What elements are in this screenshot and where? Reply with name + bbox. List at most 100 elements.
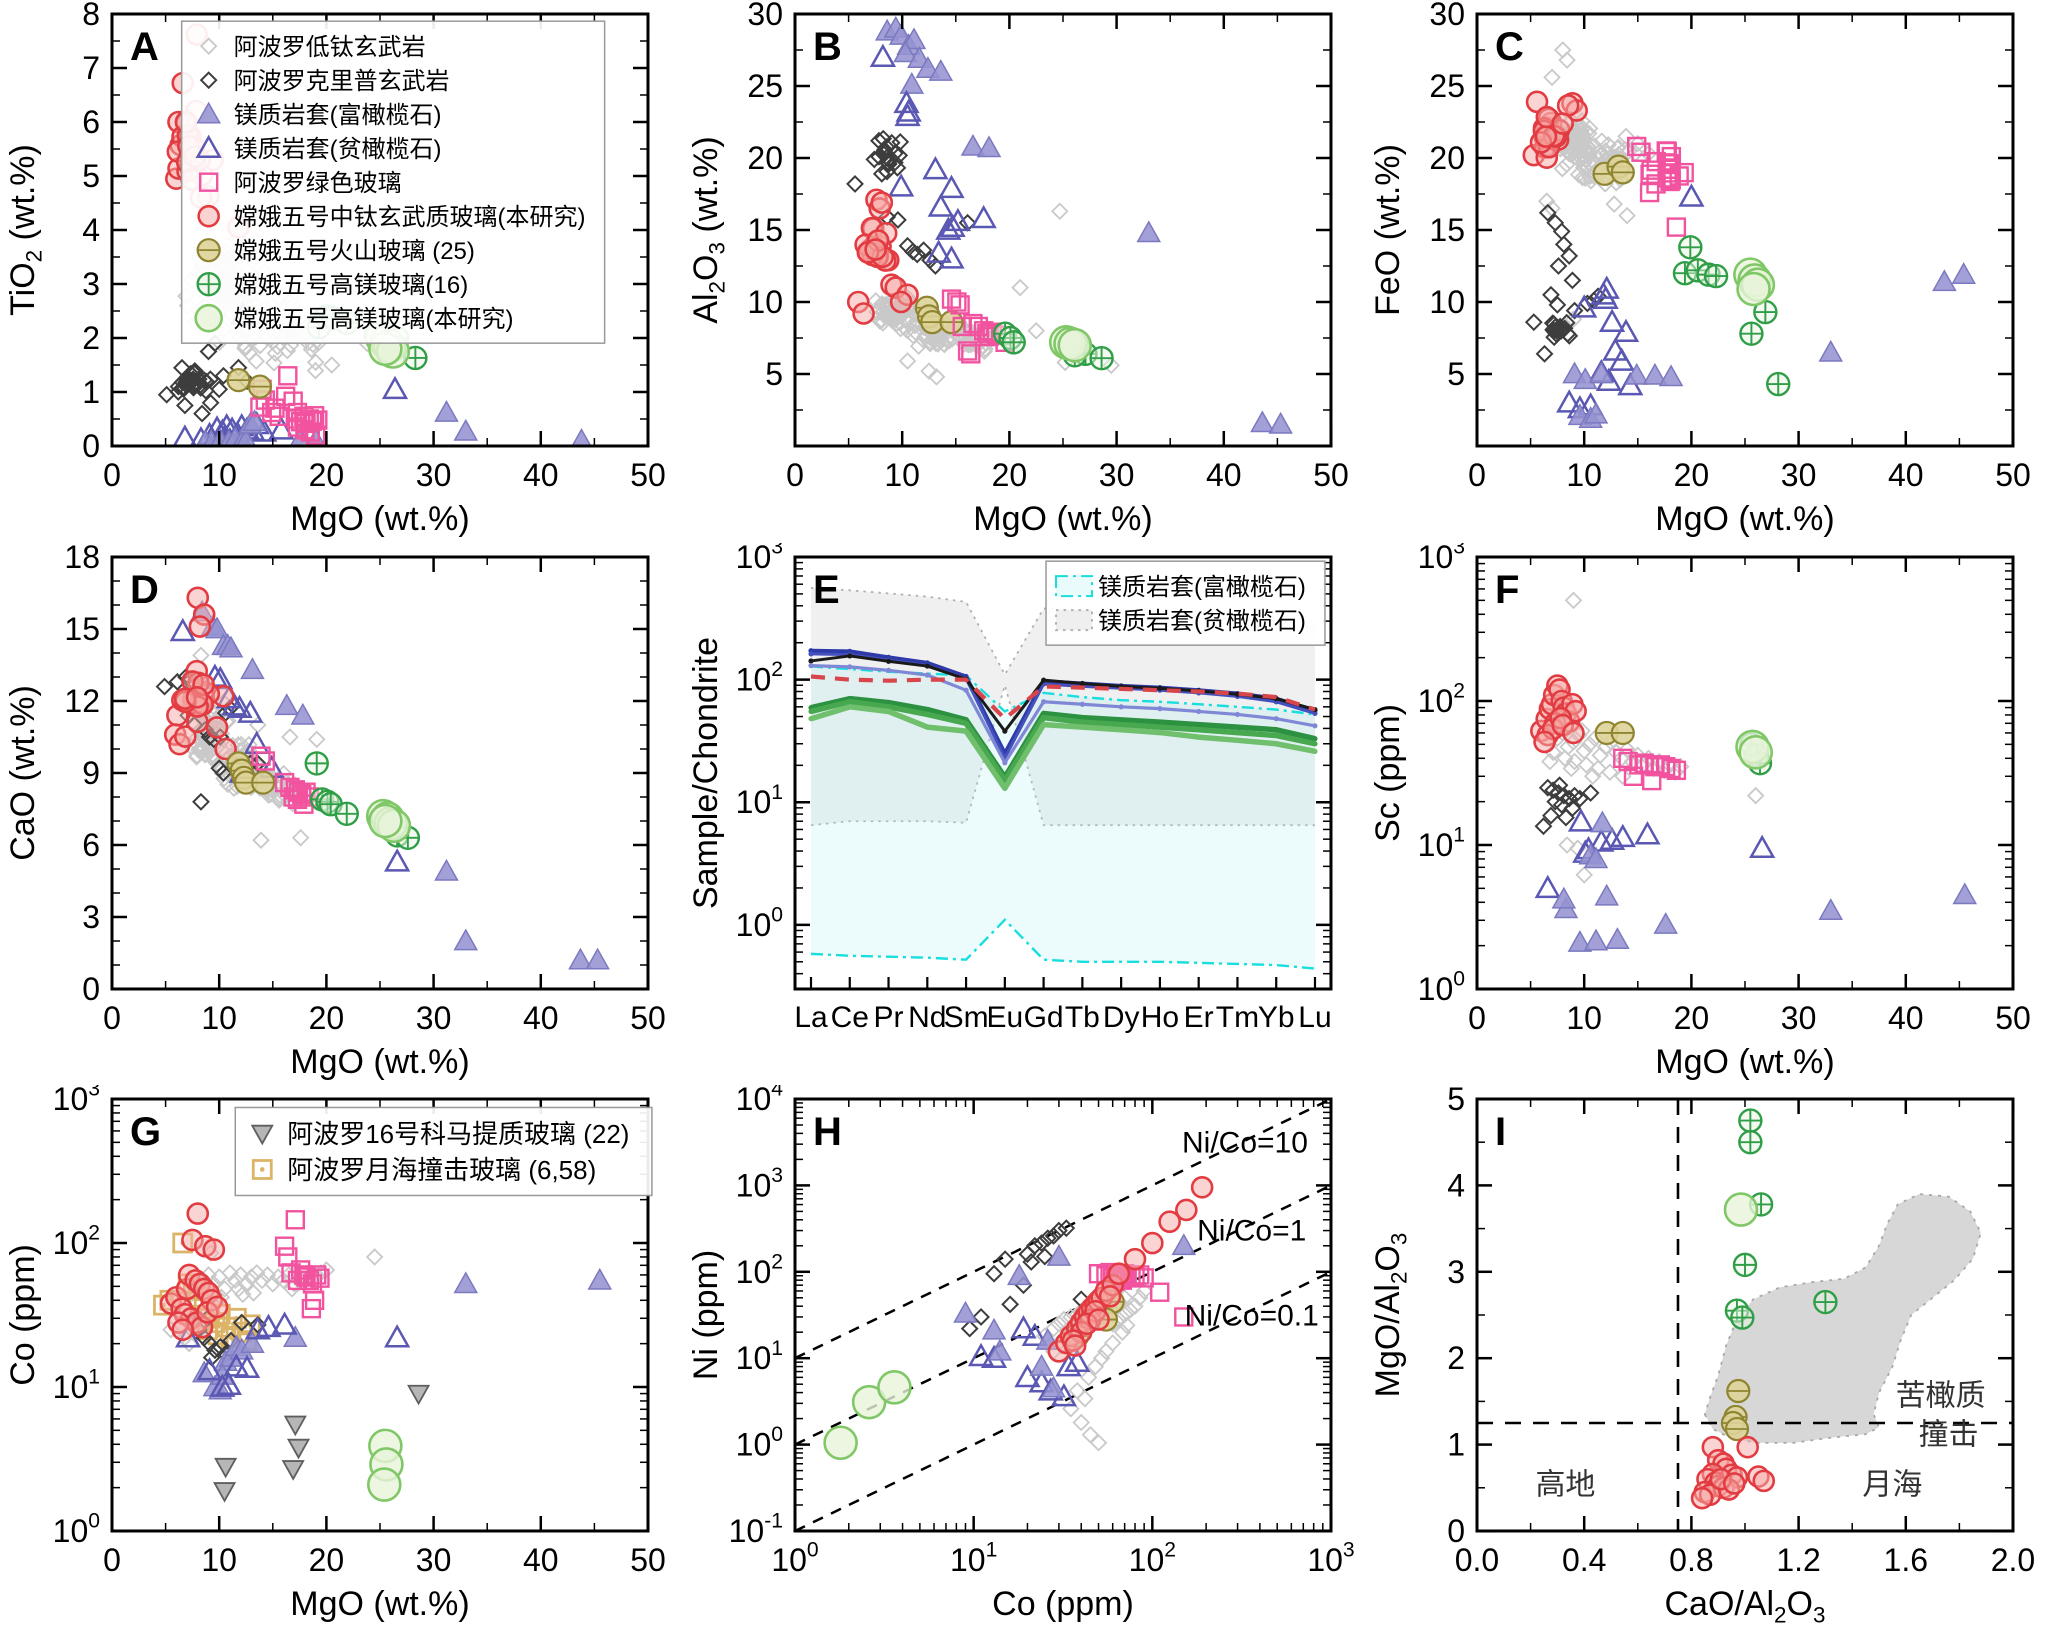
series-ce5-volcanic-glass <box>1594 720 1636 745</box>
y-axis-label: FeO (wt.%) <box>1369 144 1407 316</box>
x-tick-label: 30 <box>1098 457 1134 493</box>
x-tick-label: Dy <box>1102 1001 1139 1034</box>
x-tick-label: 10 <box>201 1000 237 1036</box>
series-ce5-high-mg-glass-lit <box>1673 235 1791 397</box>
panel-I: 0.0 0.4 0.8 1.2 1.6 2.0 0 1 2 3 4 5 CaO/Al2O3 MgO/Al2… <box>1365 1085 2047 1627</box>
y-tick-label: 10-1 <box>728 1510 782 1549</box>
panel-I-chart: 0.0 0.4 0.8 1.2 1.6 2.0 0 1 2 3 4 5 CaO/Al2O3 MgO/Al2… <box>1369 1085 2035 1627</box>
series-ce5-volcanic-glass <box>1721 1379 1751 1442</box>
series-ce5-volcanic-glass <box>226 750 276 795</box>
x-tick-label: 40 <box>1888 1000 1924 1036</box>
x-tick-label: 30 <box>416 1000 452 1036</box>
annotation: 撞击 <box>1919 1419 1979 1452</box>
annotation: 苦橄质 <box>1896 1380 1986 1413</box>
panel-D: 0 10 20 30 40 50 0 3 6 9 12 15 18 MgO (wt.%) CaO (wt.%… <box>0 543 682 1085</box>
x-tick-label: 40 <box>1888 457 1924 493</box>
x-tick-label: 40 <box>523 1000 559 1036</box>
annotation: 月海 <box>1863 1469 1923 1502</box>
series-apollo-kreep-basalt <box>845 129 977 275</box>
x-tick-label: 10 <box>884 457 920 493</box>
x-tick-label: 20 <box>1674 1000 1710 1036</box>
panel-H: 100 101 102 103 10-1 100 101 102 103 104 Co (ppm) N… <box>683 1085 1365 1627</box>
x-tick-label: 0 <box>1468 1000 1486 1036</box>
plot-area <box>155 586 610 970</box>
legend-label: 镁质岩套(贫橄榄石) <box>234 136 442 163</box>
series-ce5-high-mg-glass-this-study <box>365 798 412 843</box>
plot-area <box>1522 41 1977 428</box>
panel-F-chart: 0 10 20 30 40 50 100 101 102 103 MgO (wt.%) Sc (ppm… <box>1369 543 2031 1081</box>
x-tick-label: 100 <box>771 1539 818 1578</box>
series-ce5-volcanic-glass <box>914 295 964 335</box>
y-axis-label: Ni (ppm) <box>687 1250 725 1380</box>
y-axis-label: CaO (wt.%) <box>4 685 42 861</box>
series-ce5-high-mg-glass-this-study <box>366 1428 404 1503</box>
x-axis-label: MgO (wt.%) <box>290 500 469 538</box>
y-tick-label: 5 <box>1448 1085 1466 1117</box>
x-tick-label: 1.2 <box>1777 1542 1821 1578</box>
y-tick-label: 7 <box>82 50 100 86</box>
y-tick-label: 100 <box>735 903 782 942</box>
x-tick-label: Ce <box>830 1001 868 1034</box>
plot-area <box>153 1202 613 1504</box>
x-axis-label: MgO (wt.%) <box>290 1043 469 1081</box>
series-mg-suite-olivine-rich <box>1562 262 1977 428</box>
y-tick-label: 30 <box>1430 0 1466 32</box>
series-apollo-green-glass <box>1613 748 1687 790</box>
y-tick-label: 104 <box>735 1085 783 1117</box>
panel-C-chart: 0 10 20 30 40 50 5 10 15 20 25 30 MgO (wt.%) FeO (wt.… <box>1369 0 2031 538</box>
y-tick-label: 18 <box>64 543 100 575</box>
x-tick-label: Ho <box>1140 1001 1178 1034</box>
series-ce5-mid-ti-basaltic-glass <box>846 188 919 325</box>
y-tick-label: 101 <box>1418 823 1465 862</box>
legend-label: 嫦娥五号高镁玻璃(16) <box>234 272 469 299</box>
series-mg-suite-olivine-poor <box>967 1315 1091 1407</box>
x-tick-label: 101 <box>950 1539 997 1578</box>
y-tick-label: 25 <box>1430 68 1466 104</box>
x-axis-label: MgO (wt.%) <box>290 1585 469 1623</box>
panel-A-chart: 0 10 20 30 40 50 0 1 2 3 4 5 6 7 8 MgO (wt.%) TiO2 (wt.%… <box>4 0 666 538</box>
x-tick-label: 0 <box>786 457 804 493</box>
x-tick-label: 40 <box>523 457 559 493</box>
series-ce5-high-mg-glass-this-study <box>1048 325 1092 363</box>
y-tick-label: 101 <box>53 1366 100 1405</box>
series-ree-green-3 <box>808 703 1318 791</box>
panel-letter: F <box>1495 568 1519 612</box>
y-tick-label: 9 <box>82 755 100 791</box>
mg-suite-olivine-poor-field <box>810 586 1315 826</box>
panel-letter: I <box>1495 1110 1506 1154</box>
panel-letter: D <box>130 568 159 612</box>
y-tick-label: 100 <box>735 1424 782 1463</box>
x-tick-label: 1.6 <box>1884 1542 1928 1578</box>
series-ce5-high-mg-glass-this-study <box>1724 1192 1759 1228</box>
series-ce5-mid-ti-basaltic-glass <box>1047 1176 1214 1363</box>
series-ree-green-2 <box>808 698 1318 784</box>
panel-letter: G <box>130 1110 161 1154</box>
y-tick-label: 12 <box>64 683 100 719</box>
series-apollo-kreep-basalt <box>1525 203 1608 363</box>
x-tick-label: 20 <box>309 1000 345 1036</box>
plot-area <box>794 1099 1331 1532</box>
series-apollo-green-glass <box>1627 136 1695 237</box>
y-tick-label: 30 <box>747 0 783 32</box>
x-tick-label: Gd <box>1023 1001 1063 1034</box>
x-tick-label: 30 <box>1781 1000 1817 1036</box>
x-tick-label: Tm <box>1215 1001 1258 1034</box>
x-tick-label: 10 <box>1567 457 1603 493</box>
y-tick-label: 3 <box>82 266 100 302</box>
y-tick-label: 10 <box>1430 284 1466 320</box>
y-tick-label: 3 <box>1448 1254 1466 1290</box>
y-tick-label: 5 <box>82 158 100 194</box>
x-axis-label: MgO (wt.%) <box>1656 1043 1835 1081</box>
series-apollo16-komatiitic-glass <box>213 1385 431 1504</box>
axes <box>793 12 1333 448</box>
y-tick-label: 2 <box>1448 1341 1466 1377</box>
x-tick-label: 2.0 <box>1991 1542 2035 1578</box>
y-tick-label: 15 <box>64 611 100 647</box>
series-apollo-kreep-basalt <box>960 1219 1090 1338</box>
x-tick-label: 0.0 <box>1455 1542 1499 1578</box>
legend-label: 阿波罗低钛玄武岩 <box>234 34 426 61</box>
x-axis-label: Co (ppm) <box>992 1585 1134 1623</box>
x-tick-label: 10 <box>201 457 237 493</box>
y-axis-label: Co (ppm) <box>4 1245 42 1387</box>
y-tick-label: 103 <box>735 1164 782 1203</box>
